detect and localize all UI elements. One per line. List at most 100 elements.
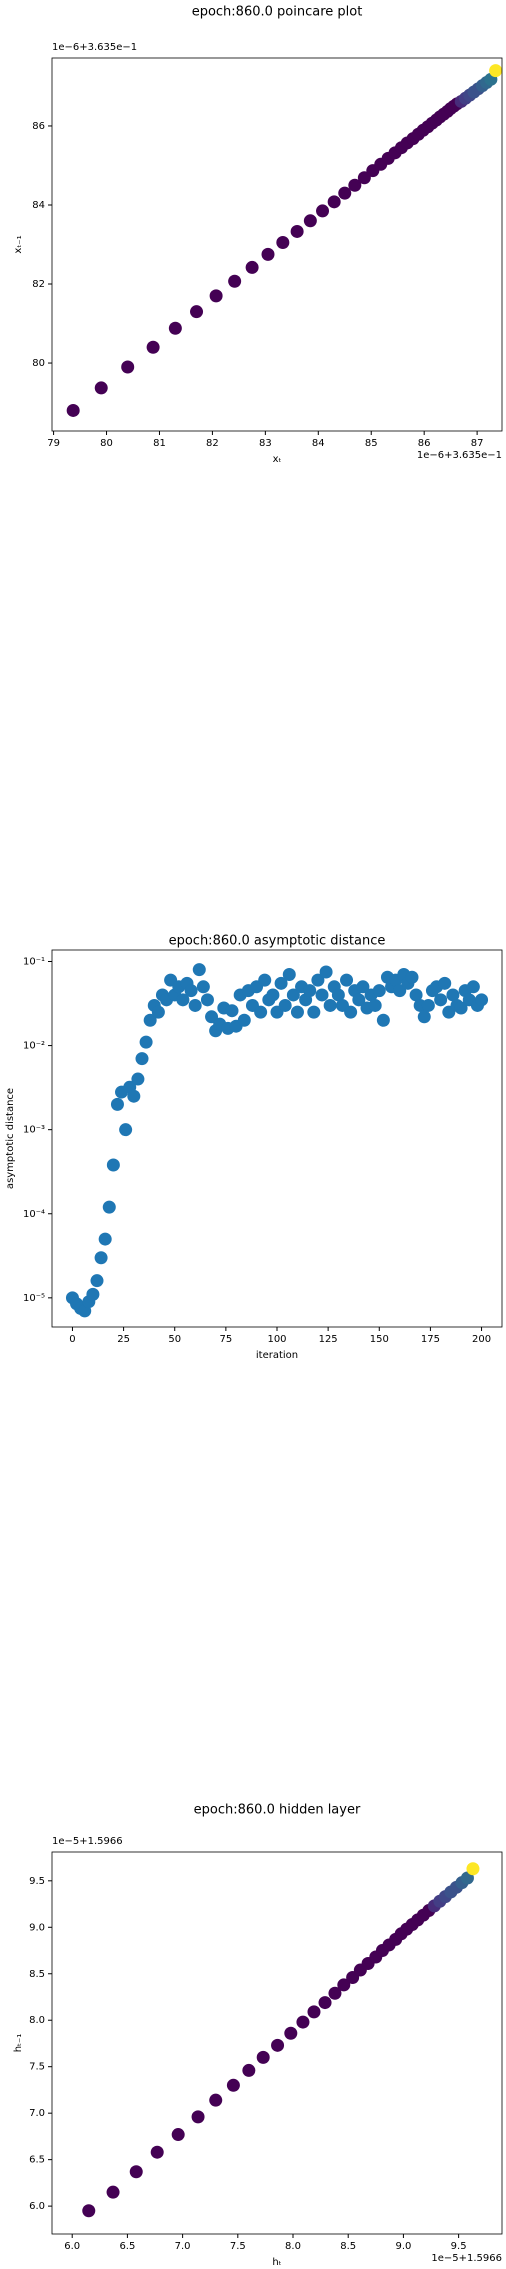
y-tick-label: 10⁻⁵: [23, 1293, 45, 1304]
point: [303, 214, 317, 228]
point: [102, 1200, 116, 1214]
point: [119, 1123, 133, 1137]
x-tick-label: 8.0: [285, 2241, 301, 2252]
point: [307, 1005, 321, 1019]
x-tick-label: 100: [267, 1334, 286, 1345]
point: [237, 1013, 251, 1027]
y-tick-label: 86: [32, 121, 45, 132]
y-axis-label: asymptotic distance: [5, 1088, 16, 1189]
point: [446, 988, 460, 1002]
point: [191, 2110, 205, 2124]
point: [352, 993, 366, 1007]
point: [356, 980, 370, 994]
point: [226, 2078, 240, 2092]
axes-frame: [51, 1851, 503, 2235]
x-tick-label: 7.5: [230, 2241, 246, 2252]
y-tick-label: 6.0: [29, 2201, 45, 2212]
point: [151, 1005, 165, 1019]
x-tick-label: 150: [370, 1334, 389, 1345]
point: [328, 1986, 342, 2000]
y-tick-label: 10⁻⁴: [23, 1209, 45, 1220]
point: [344, 1005, 358, 1019]
point: [66, 403, 80, 417]
x-tick-label: 80: [100, 438, 113, 449]
point: [271, 2038, 285, 2052]
point: [327, 195, 341, 209]
point: [192, 963, 206, 977]
axes-frame: [51, 949, 503, 1328]
point: [245, 260, 259, 274]
y-tick-label: 6.5: [29, 2155, 45, 2166]
x-tick-label: 85: [365, 438, 378, 449]
point: [256, 2050, 270, 2064]
x-tick-label: 200: [472, 1334, 491, 1345]
x-tick-label: 6.0: [64, 2241, 80, 2252]
point: [331, 988, 345, 1002]
point: [106, 1158, 120, 1172]
x-tick-label: 82: [206, 438, 219, 449]
point: [405, 970, 419, 984]
point: [296, 2015, 310, 2029]
x-tick-label: 25: [117, 1334, 130, 1345]
point: [466, 980, 480, 994]
y-tick-label: 9.5: [29, 1876, 45, 1887]
point: [176, 993, 190, 1007]
point: [338, 186, 352, 200]
x-tick-label: 6.5: [119, 2241, 135, 2252]
y-tick-label: 7.5: [29, 2062, 45, 2073]
x-tick-label: 7.0: [175, 2241, 191, 2252]
point: [86, 1287, 100, 1301]
point: [438, 976, 452, 990]
point: [135, 1052, 149, 1066]
point: [225, 1004, 239, 1018]
point: [94, 1251, 108, 1265]
point: [316, 204, 330, 218]
x-tick-label: 81: [153, 438, 166, 449]
point: [242, 2063, 256, 2077]
y-tick-label: 8.5: [29, 1969, 45, 1980]
x-axis-label: hₜ: [272, 2257, 281, 2268]
point: [319, 965, 333, 979]
point: [454, 1001, 468, 1015]
chart-title: epoch:860.0 hidden layer: [194, 1803, 361, 1818]
x-tick-label: 84: [312, 438, 325, 449]
point: [417, 1010, 431, 1024]
x-tick-label: 50: [168, 1334, 181, 1345]
point: [421, 998, 435, 1012]
point: [121, 360, 135, 374]
point: [82, 2204, 96, 2218]
y-axis-label: hₜ₋₁: [13, 2034, 24, 2053]
y-tick-label: 10⁻¹: [23, 956, 45, 967]
x-offset-label: 1e−6+3.635e−1: [417, 450, 502, 461]
chart-title: epoch:860.0 poincare plot: [192, 5, 363, 20]
x-tick-label: 75: [219, 1334, 232, 1345]
point: [290, 1005, 304, 1019]
point: [368, 998, 382, 1012]
y-offset-label: 1e−5+1.5966: [52, 1836, 123, 1847]
x-tick-label: 175: [421, 1334, 440, 1345]
y-axis-label: xₜ₋₁: [13, 235, 24, 253]
point: [171, 2128, 185, 2142]
point: [94, 381, 108, 395]
point: [196, 980, 210, 994]
y-tick-label: 10⁻³: [23, 1125, 45, 1136]
point: [98, 1232, 112, 1246]
x-tick-label: 87: [471, 438, 484, 449]
point: [258, 973, 272, 987]
point: [348, 178, 362, 192]
point: [209, 2093, 223, 2107]
y-tick-label: 82: [32, 279, 45, 290]
point: [409, 988, 423, 1002]
point: [434, 993, 448, 1007]
point: [139, 1035, 153, 1049]
y-offset-label: 1e−6+3.635e−1: [52, 42, 137, 53]
y-tick-label: 9.0: [29, 1922, 45, 1933]
point: [286, 988, 300, 1002]
point: [276, 236, 290, 250]
x-tick-label: 125: [319, 1334, 338, 1345]
point: [266, 988, 280, 1002]
point: [200, 993, 214, 1007]
point: [489, 64, 503, 78]
point: [131, 1072, 145, 1086]
y-tick-label: 84: [32, 200, 45, 211]
